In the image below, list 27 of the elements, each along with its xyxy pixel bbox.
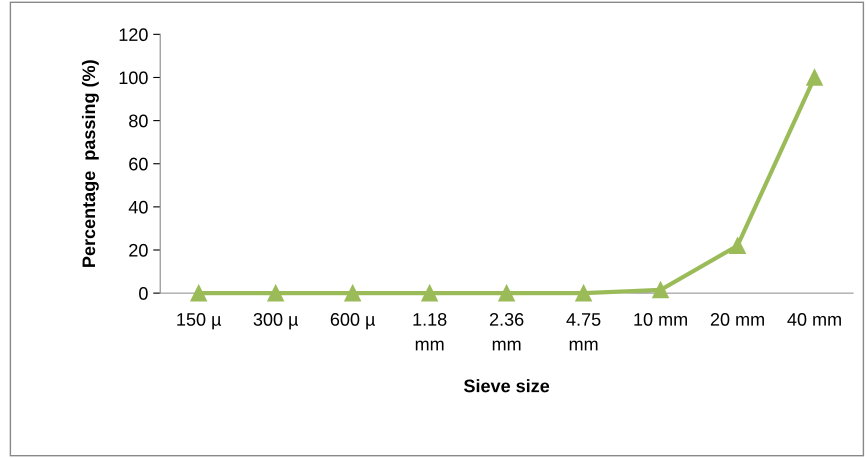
point bbox=[729, 237, 746, 254]
y-tick-label: 40 bbox=[128, 200, 148, 214]
x-tick-label: 4.75 mm bbox=[566, 313, 600, 350]
y-tick-label: 80 bbox=[129, 114, 148, 128]
x-tick-label: 1.18 mm bbox=[413, 313, 446, 350]
y-tick-label: 20 bbox=[129, 244, 148, 257]
x-tick-label: 600 µ bbox=[330, 313, 376, 330]
point bbox=[344, 284, 361, 302]
point bbox=[806, 69, 823, 86]
y-tick-label: 120 bbox=[120, 28, 148, 42]
point bbox=[575, 284, 592, 302]
y-tick-label: 60 bbox=[129, 158, 148, 170]
point bbox=[190, 284, 208, 302]
point bbox=[421, 284, 438, 302]
x-tick-label: 2.36 mm bbox=[490, 313, 524, 350]
x-tick-label: 300 µ bbox=[254, 313, 298, 330]
point bbox=[267, 284, 284, 302]
x-tick-label: 150 µ bbox=[177, 313, 222, 330]
y-tick-label: 100 bbox=[120, 71, 148, 84]
point bbox=[498, 284, 515, 302]
x-tick-label: 10 mm bbox=[634, 313, 687, 326]
y-tick-label: 0 bbox=[139, 287, 148, 300]
x-axis-title: Sieve size bbox=[464, 379, 550, 392]
y-axis-title: Percentage passing (%) bbox=[82, 60, 99, 267]
point bbox=[652, 282, 669, 298]
x-tick-label: 20 mm bbox=[710, 313, 764, 326]
x-tick-label: 40 mm bbox=[787, 313, 841, 326]
